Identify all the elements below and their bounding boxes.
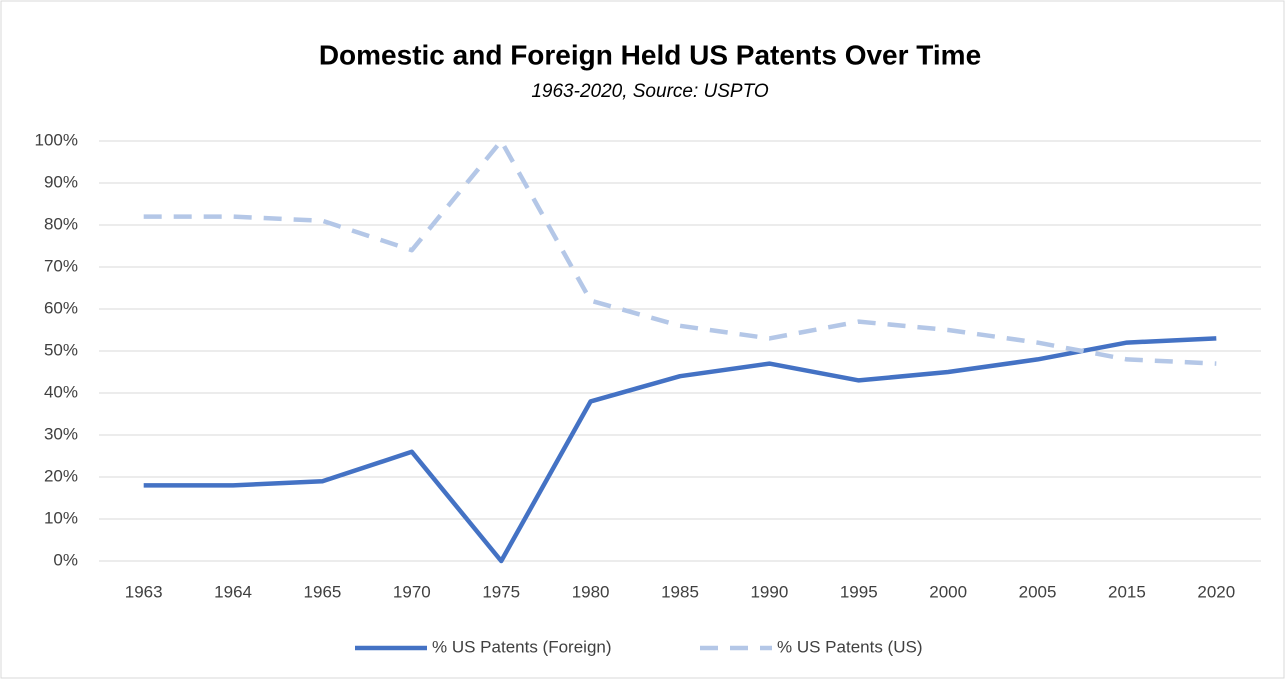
y-tick-label: 10% [44, 508, 78, 527]
series-line [143, 138, 1217, 366]
x-tick-label: 2000 [929, 582, 967, 601]
y-tick-label: 60% [44, 298, 78, 317]
y-tick-label: 40% [44, 382, 78, 401]
x-tick-label: 1963 [125, 582, 163, 601]
y-tick-label: 20% [44, 466, 78, 485]
legend-label: % US Patents (Foreign) [432, 637, 612, 656]
x-tick-label: 2020 [1197, 582, 1235, 601]
chart-title: Domestic and Foreign Held US Patents Ove… [319, 39, 981, 70]
legend-label: % US Patents (US) [777, 637, 923, 656]
x-tick-label: 1985 [661, 582, 699, 601]
y-tick-label: 0% [53, 550, 78, 569]
y-tick-label: 100% [35, 130, 78, 149]
y-tick-label: 30% [44, 424, 78, 443]
y-tick-label: 90% [44, 172, 78, 191]
y-tick-label: 70% [44, 256, 78, 275]
x-tick-label: 1970 [393, 582, 431, 601]
x-tick-label: 1965 [304, 582, 342, 601]
x-tick-label: 1964 [214, 582, 252, 601]
x-tick-label: 1995 [840, 582, 878, 601]
y-tick-label: 80% [44, 214, 78, 233]
y-tick-label: 50% [44, 340, 78, 359]
x-tick-label: 1980 [572, 582, 610, 601]
series-line [143, 336, 1217, 564]
x-tick-label: 1990 [750, 582, 788, 601]
x-tick-label: 1975 [482, 582, 520, 601]
chart-subtitle: 1963-2020, Source: USPTO [531, 81, 769, 102]
x-tick-label: 2005 [1019, 582, 1057, 601]
x-tick-label: 2015 [1108, 582, 1146, 601]
